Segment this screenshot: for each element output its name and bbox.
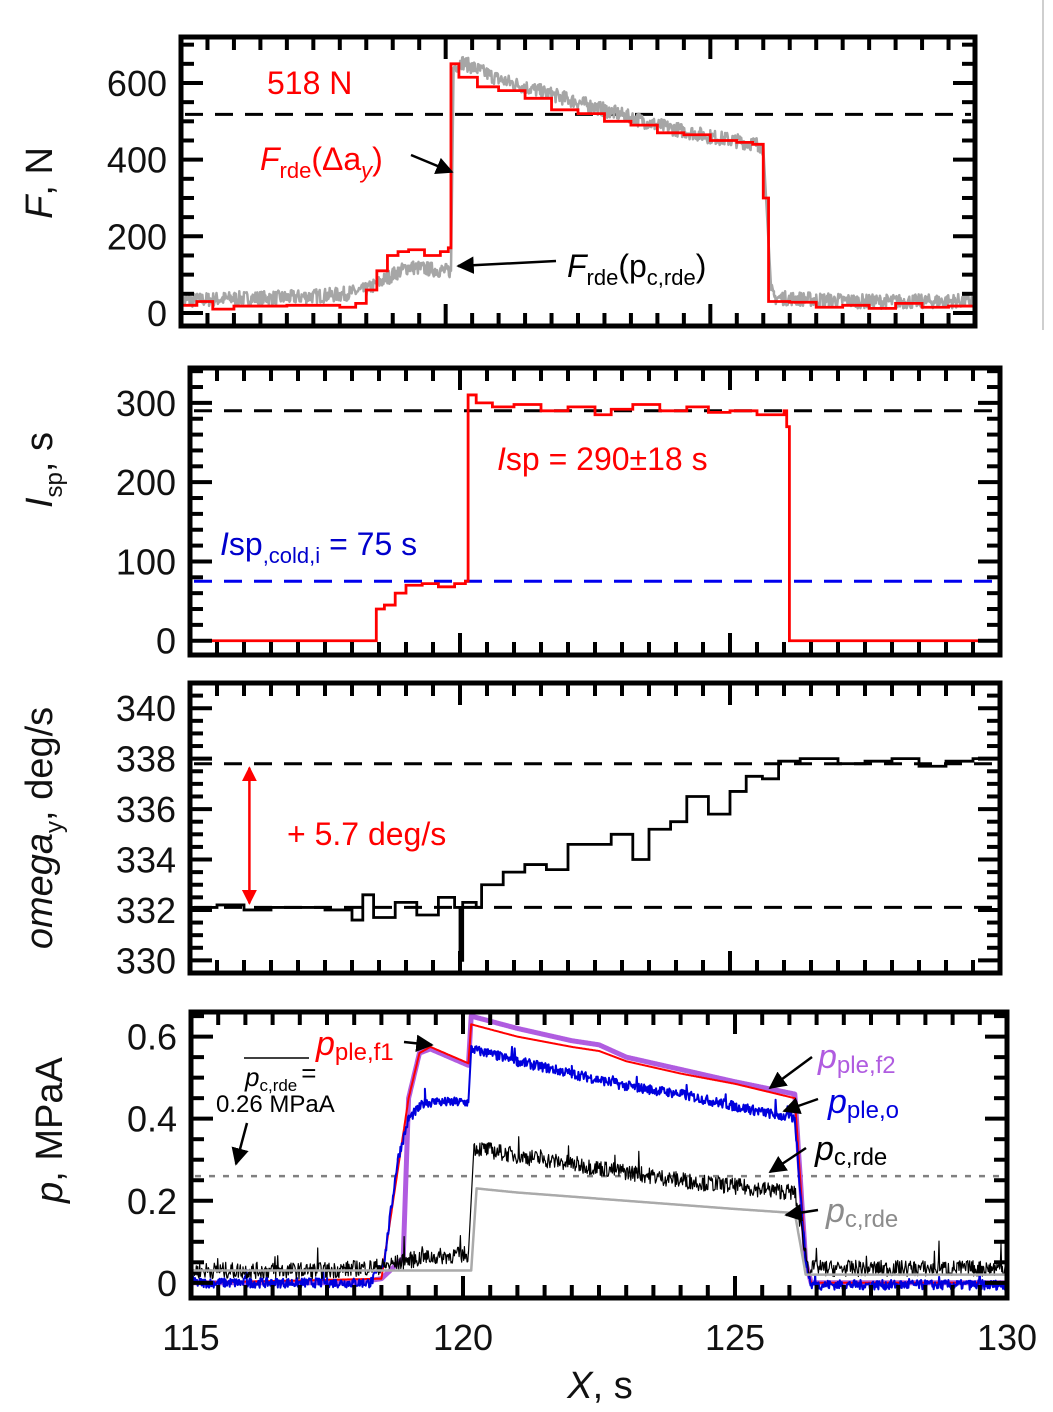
- arrow-frde-pcrde: [458, 261, 556, 266]
- y-tick-label: 0: [156, 621, 176, 662]
- x-tick-label: 120: [433, 1317, 493, 1358]
- y-tick-label: 340: [116, 688, 176, 729]
- label-mean-p-c-rde: pc,rde =: [244, 1058, 316, 1095]
- y-tick-label: 400: [107, 140, 167, 181]
- panel-force: 0 200 400 600: [107, 37, 975, 334]
- annotation-isp-hot: Isp = 290±18 s: [497, 441, 708, 477]
- label-p-c-rde-mean: pc,rde: [825, 1192, 898, 1233]
- arrow-frde-delta-ay: [411, 155, 452, 172]
- series-group: [190, 395, 1000, 641]
- label-p-c-rde: pc,rde: [814, 1130, 887, 1171]
- series-omega-y: [190, 759, 1000, 961]
- y-axis-label-force: F, N: [19, 147, 61, 219]
- annotation-omega-delta: + 5.7 deg/s: [287, 816, 446, 852]
- y-tick-label: 100: [116, 541, 176, 582]
- x-tick-label: 115: [162, 1317, 219, 1358]
- series-group: [190, 759, 1000, 961]
- label-p-ple-f1: pple,f1: [315, 1025, 394, 1066]
- annotation-frde-delta-ay: Frde(Δay): [260, 141, 383, 183]
- panel-isp: 0 100 200 300: [116, 368, 1000, 662]
- y-tick-label: 0: [147, 293, 167, 334]
- y-tick-label: 336: [116, 789, 176, 830]
- annotation-518n: 518 N: [267, 65, 352, 101]
- y-axis-label-omega: omegay, deg/s: [19, 707, 68, 949]
- x-tick-label: 125: [705, 1317, 765, 1358]
- y-tick-label: 0.6: [127, 1017, 177, 1058]
- annotation-frde-pcrde: Frde(pc,rde): [567, 248, 706, 290]
- panel-pressure: 0 0.2 0.4 0.6 115 120 125 130: [127, 1012, 1037, 1358]
- y-tick-label: 300: [116, 383, 176, 424]
- y-axis-label-pressure: p, MPaA: [29, 1056, 71, 1203]
- y-tick-label: 334: [116, 840, 176, 881]
- arrow-p-ple-f1: [404, 1042, 432, 1045]
- panel-omega: 330 332 334 336 338 340: [116, 683, 1000, 981]
- y-tick-label: 0.2: [127, 1181, 177, 1222]
- label-mean-value: 0.26 MPaA: [216, 1091, 335, 1118]
- y-tick-label: 0: [157, 1263, 177, 1304]
- y-tick-label: 330: [116, 940, 176, 981]
- y-tick-label: 600: [107, 63, 167, 104]
- annotation-isp-cold: Isp,cold,i = 75 s: [220, 526, 417, 568]
- figure: 0 200 400 600 0 100 200 300 330 332 334 336 338 340…: [0, 0, 1053, 1412]
- arrow-p-ple-f2: [770, 1057, 812, 1088]
- arrow-p-ple-o: [784, 1099, 818, 1111]
- series-isp: [190, 395, 1000, 641]
- y-tick-label: 332: [116, 890, 176, 931]
- y-tick-label: 200: [107, 216, 167, 257]
- y-tick-label: 338: [116, 739, 176, 780]
- label-p-ple-f2: pple,f2: [817, 1038, 896, 1079]
- x-axis-label: X, s: [566, 1365, 632, 1407]
- y-tick-label: 0.4: [127, 1099, 177, 1140]
- x-tick-label: 130: [977, 1317, 1037, 1358]
- arrow-mean: [236, 1123, 247, 1164]
- label-p-ple-o: pple,o: [827, 1083, 899, 1124]
- y-tick-label: 200: [116, 462, 176, 503]
- y-axis-label-isp: Isp, s: [19, 432, 68, 508]
